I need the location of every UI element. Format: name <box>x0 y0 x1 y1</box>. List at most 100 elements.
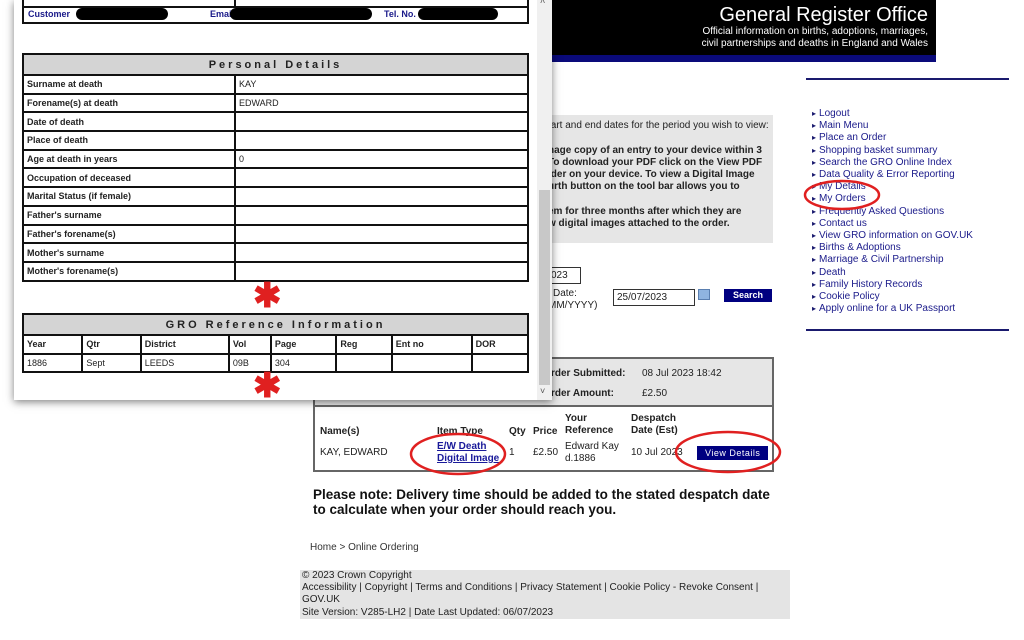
nav-link[interactable]: My Details <box>812 181 973 193</box>
gro-value-row: 1886 Sept LEEDS 09B 304 <box>21 352 530 374</box>
customer-label: Customer <box>28 9 71 19</box>
gro-reference-title: GRO Reference Information <box>22 313 529 336</box>
email-label: Email <box>210 9 235 19</box>
nav-divider-bottom <box>806 329 1009 331</box>
gro-cell: Sept <box>81 352 142 374</box>
info-paragraph-2: em for three months after which they are… <box>548 206 773 230</box>
nav-link[interactable]: Main Menu <box>812 120 973 132</box>
col-despatch: Despatch Date (Est) <box>631 413 678 436</box>
personal-row: Forename(s) at death EDWARD <box>22 92 529 114</box>
gro-cell: Year <box>21 334 84 355</box>
side-nav: LogoutMain MenuPlace an OrderShopping ba… <box>812 108 973 315</box>
info-line: To download your PDF click on the View P… <box>548 157 763 168</box>
gro-cell: LEEDS <box>139 352 230 374</box>
scrollbar-thumb[interactable] <box>539 190 550 385</box>
item-type-link[interactable]: E/W Death Digital Image <box>437 441 500 464</box>
info-line: urth button on the tool bar allows you t… <box>548 181 740 192</box>
annotation-circle-my-orders <box>803 179 881 211</box>
info-line: nage copy of an entry to your device wit… <box>548 145 762 156</box>
personal-details-table: Personal Details Surname at death KAY Fore… <box>22 53 529 282</box>
nav-link[interactable]: Death <box>812 267 973 279</box>
footer-govuk-link[interactable]: GOV.UK <box>302 594 340 606</box>
footer-version: Site Version: V285-LH2 | Date Last Updat… <box>302 606 554 618</box>
order-submitted-label: rder Submitted: <box>551 368 626 379</box>
col-price: Price <box>533 426 558 437</box>
personal-row: Surname at death KAY <box>22 74 529 95</box>
nav-link[interactable]: Family History Records <box>812 279 973 291</box>
nav-divider-top <box>806 78 1009 80</box>
gro-cell: 1886 <box>21 352 84 374</box>
col-item-type: Item Type <box>437 426 483 437</box>
tel-label: Tel. No. <box>384 9 416 19</box>
gro-cell <box>390 352 473 374</box>
nav-link[interactable]: Data Quality & Error Reporting <box>812 169 973 181</box>
scroll-down-icon[interactable]: ˅ <box>540 386 546 396</box>
breadcrumb[interactable]: Home > Online Ordering <box>310 542 419 553</box>
gro-cell <box>335 352 393 374</box>
order-items-table: Name(s) Item Type Qty Price Your Referen… <box>320 411 769 469</box>
nav-link[interactable]: Marriage & Civil Partnership <box>812 254 973 266</box>
footer-links[interactable]: Accessibility | Copyright | Terms and Co… <box>302 582 759 594</box>
nav-link[interactable]: Cookie Policy <box>812 291 973 303</box>
col-reference: Your Reference <box>565 413 614 436</box>
nav-link[interactable]: Frequently Asked Questions <box>812 206 973 218</box>
end-date-format: MM/YYYY) <box>548 300 598 311</box>
footer: © 2023 Crown Copyright Accessibility | C… <box>300 570 790 619</box>
row-price: £2.50 <box>533 447 559 458</box>
info-intro: tart and end dates for the period you wi… <box>548 120 769 131</box>
col-names: Name(s) <box>320 426 360 437</box>
search-button[interactable]: Search <box>724 289 772 302</box>
gro-cell <box>470 352 530 374</box>
row-qty: 1 <box>509 447 515 458</box>
annotation-circle-item-type <box>409 432 507 476</box>
order-amount-value: £2.50 <box>642 388 668 399</box>
col-qty: Qty <box>509 426 526 437</box>
nav-link[interactable]: Search the GRO Online Index <box>812 157 973 169</box>
field-label: Mother's forename(s) <box>22 260 236 282</box>
personal-details-title: Personal Details <box>22 53 529 76</box>
end-date-input[interactable]: 25/07/2023 <box>613 289 695 306</box>
delivery-note: Please note: Delivery time should be add… <box>313 487 770 517</box>
info-line: em for three months after which they are <box>548 206 742 217</box>
order-row: KAY, EDWARD E/W Death Digital Image 1 £2.… <box>320 437 769 469</box>
personal-row: Mother's forename(s) <box>22 260 529 282</box>
row-despatch: 10 Jul 2023 <box>631 447 683 458</box>
personal-row: Father's surname <box>22 204 529 226</box>
nav-link[interactable]: Place an Order <box>812 132 973 144</box>
view-details-button[interactable]: View Details <box>697 445 769 460</box>
info-line: w digital images attached to the order. <box>548 218 730 229</box>
info-paragraph-1: nage copy of an entry to your device wit… <box>548 145 773 193</box>
nav-link[interactable]: Apply online for a UK Passport <box>812 303 973 315</box>
order-amount-label: rder Amount: <box>551 388 614 399</box>
site-title: General Register Office <box>719 4 928 26</box>
scroll-up-icon[interactable]: ˄ <box>540 0 546 6</box>
nav-link[interactable]: My Orders <box>812 193 973 205</box>
annotation-asterisk: ✱ <box>253 367 282 405</box>
gro-cell: 304 <box>269 352 338 374</box>
annotation-circle-view-details <box>674 430 782 474</box>
calendar-icon[interactable] <box>698 289 710 300</box>
info-box: tart and end dates for the period you wi… <box>548 115 773 243</box>
nav-link[interactable]: Shopping basket summary <box>812 145 973 157</box>
site-header: General Register Office Official informa… <box>548 0 936 62</box>
nav-link[interactable]: Contact us <box>812 218 973 230</box>
row-reference: Edward Kay d.1886 <box>565 441 619 464</box>
nav-link[interactable]: Births & Adoptions <box>812 242 973 254</box>
row-name: KAY, EDWARD <box>320 447 388 458</box>
info-line: lder on your device. To view a Digital I… <box>548 169 755 180</box>
popup-scrollbar[interactable]: ˄ ˅ <box>537 0 552 400</box>
annotation-asterisk: ✱ <box>253 277 282 315</box>
nav-link[interactable]: Logout <box>812 108 973 120</box>
site-subtitle-1: Official information on births, adoption… <box>702 26 928 37</box>
gro-cell: 09B <box>227 352 272 374</box>
gro-reference-table: GRO Reference Information Year Qtr Distric… <box>21 313 530 374</box>
customer-row: Customer Email Tel. No. <box>22 0 529 24</box>
nav-link[interactable]: View GRO information on GOV.UK <box>812 230 973 242</box>
end-date-label: Date: <box>553 288 577 299</box>
field-value <box>234 260 529 282</box>
order-submitted-value: 08 Jul 2023 18:42 <box>642 368 722 379</box>
footer-copyright: © 2023 Crown Copyright <box>302 570 412 581</box>
personal-row: Mother's surname <box>22 242 529 263</box>
certificate-details-popup: Customer Email Tel. No. Personal Details… <box>14 0 552 405</box>
